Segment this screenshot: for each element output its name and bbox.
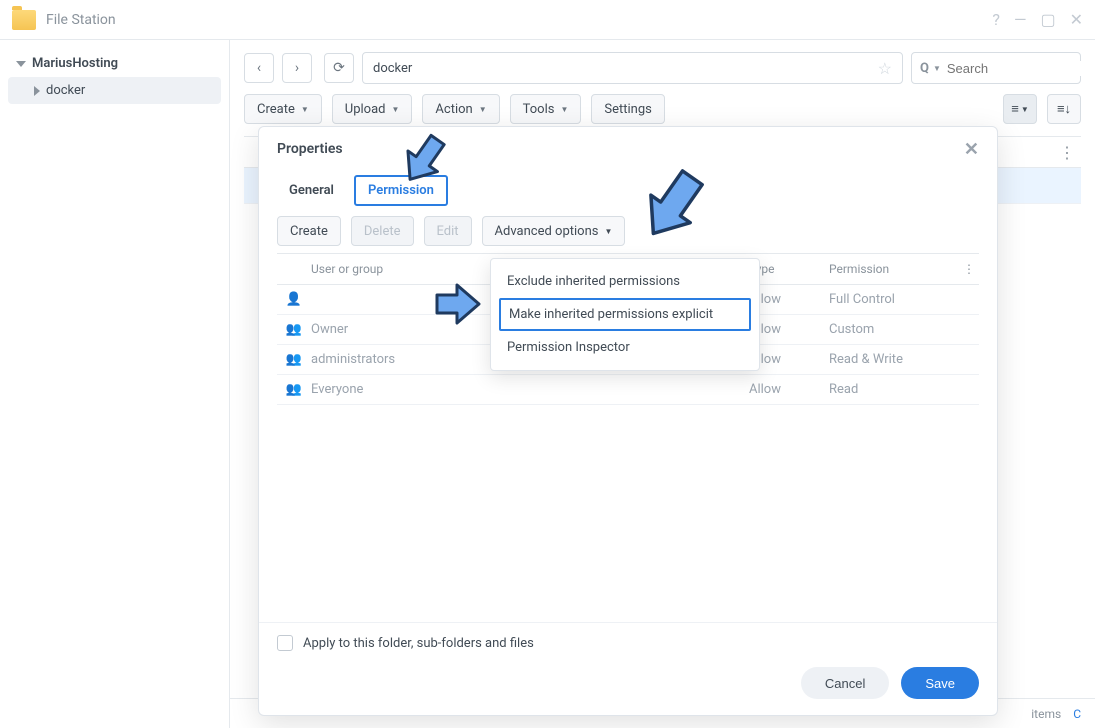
dialog-title: Properties [277, 141, 343, 157]
help-icon[interactable]: ? [992, 10, 1000, 29]
advanced-label: Advanced options [495, 224, 599, 239]
cancel-button[interactable]: Cancel [801, 667, 889, 699]
cell-perm: Custom [829, 322, 959, 337]
app-title: File Station [46, 12, 116, 28]
path-text: docker [373, 61, 412, 76]
caret-icon: ▼ [560, 105, 568, 114]
tree-item-docker[interactable]: docker [8, 77, 221, 104]
search-box[interactable]: Q▼ [911, 52, 1081, 84]
save-button[interactable]: Save [901, 667, 979, 699]
cell-perm: Full Control [829, 292, 959, 307]
tree-item-label: docker [46, 83, 85, 98]
col-perm: Permission [829, 262, 959, 276]
action-button[interactable]: Action ▼ [422, 94, 499, 124]
perm-edit-button: Edit [424, 216, 472, 246]
app-folder-icon [12, 10, 36, 30]
titlebar: File Station ? — ▢ ✕ [0, 0, 1095, 40]
col-type: Type [749, 262, 829, 276]
nav-back-button[interactable]: ‹ [244, 53, 274, 83]
user-icon: 👤 [277, 292, 311, 307]
properties-dialog: Properties ✕ General Permission Create D… [258, 126, 998, 716]
tab-permission[interactable]: Permission [354, 175, 448, 206]
close-icon[interactable]: ✕ [964, 139, 979, 160]
nav-forward-button[interactable]: › [282, 53, 312, 83]
apply-checkbox[interactable] [277, 635, 293, 651]
create-button[interactable]: Create ▼ [244, 94, 322, 124]
col-more-icon[interactable]: ⋮ [959, 262, 979, 276]
group-icon: 👥 [277, 382, 311, 397]
tools-label: Tools [523, 102, 555, 117]
caret-icon: ▼ [301, 105, 309, 114]
cell-type: Allow [749, 292, 829, 307]
cell-type: Allow [749, 352, 829, 367]
perm-delete-button: Delete [351, 216, 414, 246]
table-row[interactable]: 👥EveryoneAllowRead [277, 375, 979, 405]
refresh-icon[interactable]: C [1073, 707, 1081, 721]
cell-perm: Read & Write [829, 352, 959, 367]
settings-label: Settings [604, 102, 651, 117]
columns-more-icon[interactable]: ⋮ [1059, 143, 1075, 162]
caret-icon: ▼ [479, 105, 487, 114]
menu-item[interactable]: Permission Inspector [491, 331, 759, 364]
refresh-button[interactable]: ⟳ [324, 53, 354, 83]
sort-button[interactable]: ≡↓ [1047, 94, 1081, 124]
caret-icon: ▼ [392, 105, 400, 114]
close-window-icon[interactable]: ✕ [1070, 10, 1083, 29]
cell-user: Everyone [311, 382, 749, 397]
search-dropdown-icon[interactable]: ▼ [933, 64, 941, 73]
path-bar[interactable]: docker ☆ [362, 52, 903, 84]
group-icon: 👥 [277, 322, 311, 337]
chevron-down-icon [16, 61, 26, 67]
upload-label: Upload [345, 102, 386, 117]
minimize-icon[interactable]: — [1014, 10, 1027, 29]
tree-root-label: MariusHosting [32, 56, 118, 71]
star-icon[interactable]: ☆ [878, 59, 892, 78]
tab-general[interactable]: General [277, 177, 346, 204]
chevron-right-icon [34, 86, 40, 96]
menu-item[interactable]: Make inherited permissions explicit [499, 298, 751, 331]
group-icon: 👥 [277, 352, 311, 367]
menu-item[interactable]: Exclude inherited permissions [491, 265, 759, 298]
cell-type: Allow [749, 382, 829, 397]
footer-items: items [1031, 707, 1061, 721]
caret-icon: ▼ [604, 227, 612, 236]
perm-advanced-button[interactable]: Advanced options ▼ [482, 216, 626, 246]
view-list-button[interactable]: ≡▼ [1003, 94, 1037, 124]
apply-label: Apply to this folder, sub-folders and fi… [303, 636, 534, 651]
advanced-options-menu: Exclude inherited permissionsMake inheri… [490, 258, 760, 371]
perm-create-button[interactable]: Create [277, 216, 341, 246]
cell-type: Allow [749, 322, 829, 337]
tree-root[interactable]: MariusHosting [8, 50, 221, 77]
tools-button[interactable]: Tools ▼ [510, 94, 582, 124]
upload-button[interactable]: Upload ▼ [332, 94, 413, 124]
search-input[interactable] [947, 61, 1095, 76]
cell-perm: Read [829, 382, 959, 397]
maximize-icon[interactable]: ▢ [1040, 10, 1055, 29]
settings-button[interactable]: Settings [591, 94, 664, 124]
action-label: Action [435, 102, 472, 117]
create-label: Create [257, 102, 295, 117]
search-icon: Q [920, 61, 929, 76]
sidebar: MariusHosting docker [0, 40, 230, 728]
